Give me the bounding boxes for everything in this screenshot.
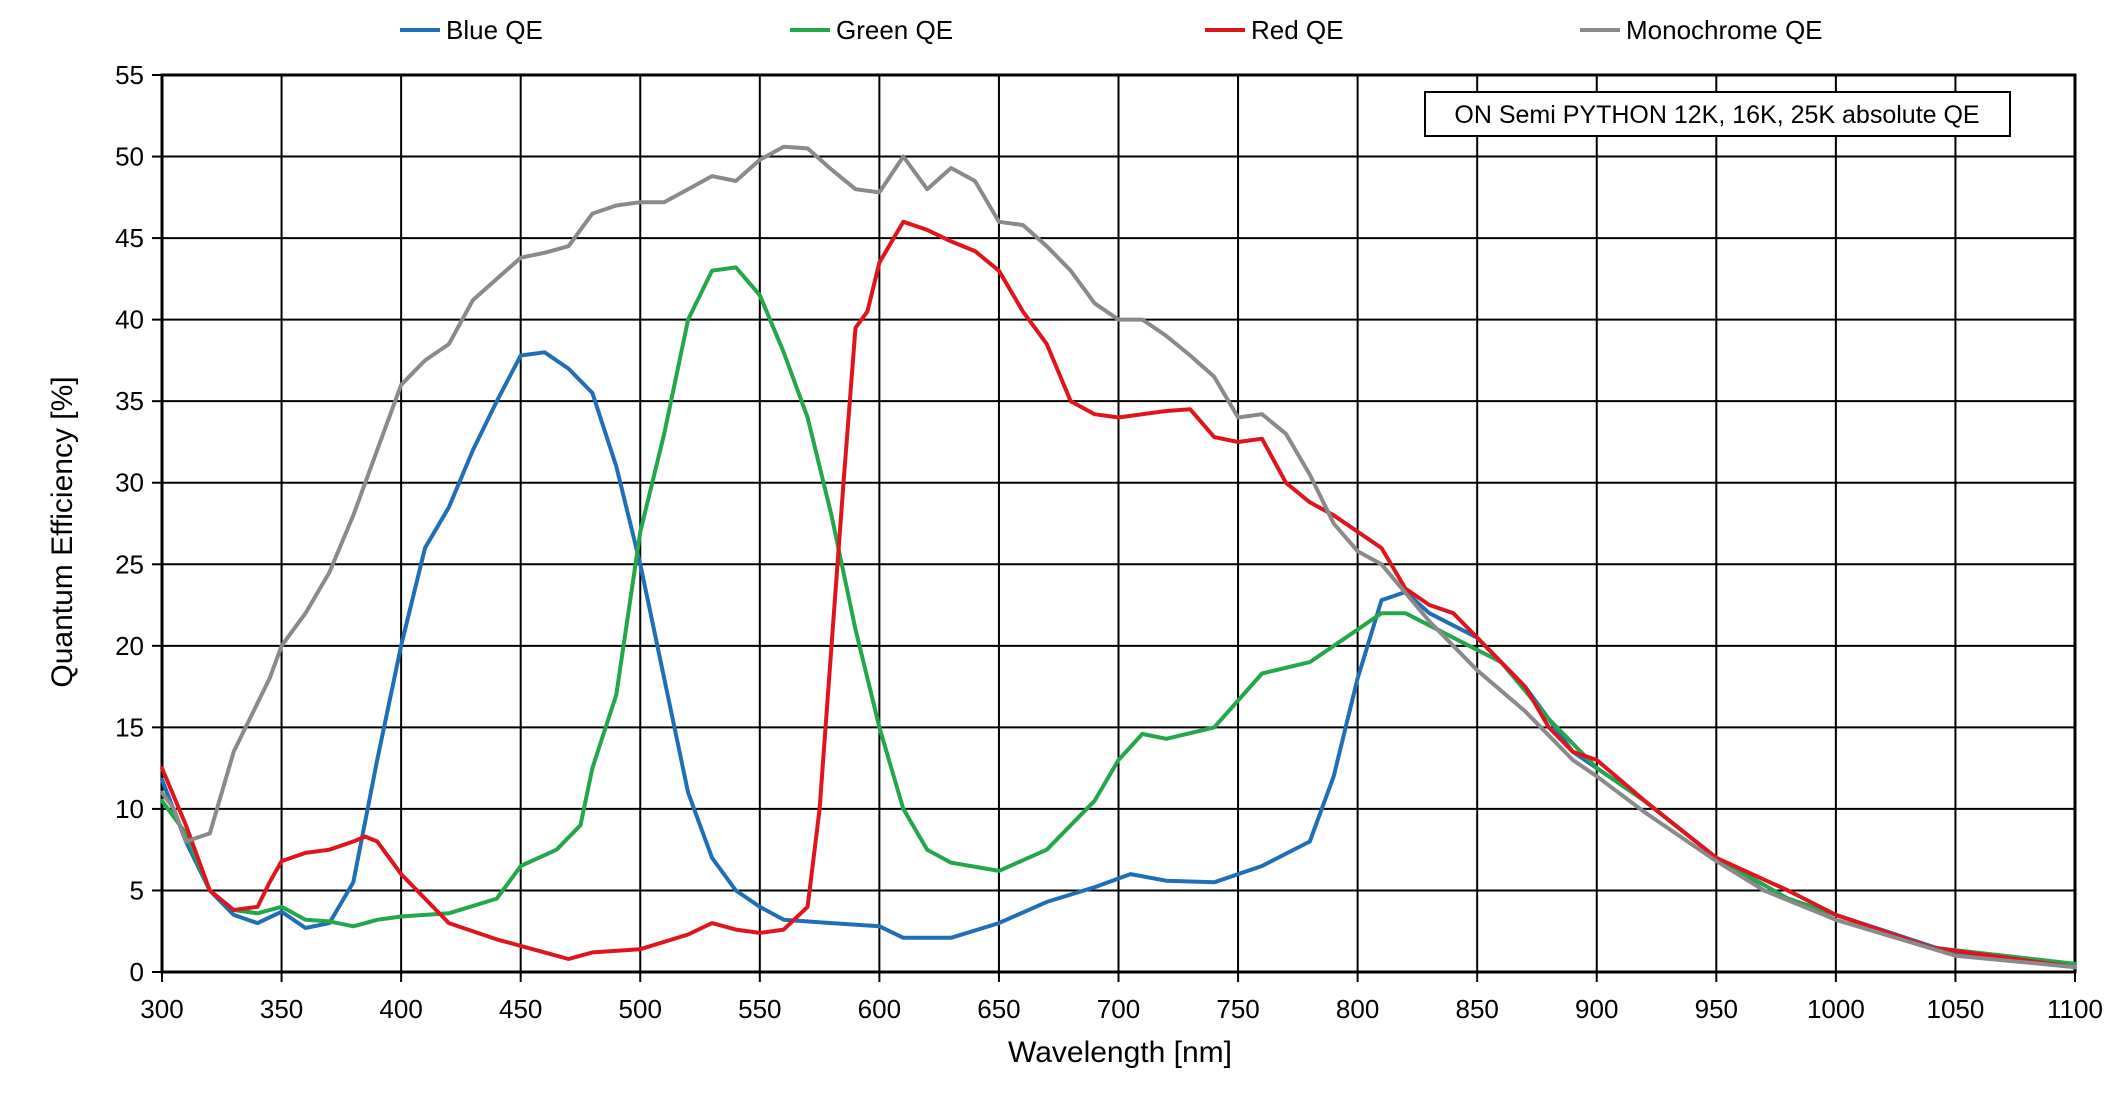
y-tick-labels: 0 5 10 15 20 25 30 35 40 45 50 55 xyxy=(115,60,144,987)
grid-lines xyxy=(161,74,2076,973)
y-tick-label: 40 xyxy=(115,305,144,335)
y-tick-label: 20 xyxy=(115,631,144,661)
x-tick-label: 900 xyxy=(1575,994,1618,1024)
legend-label-blue-qe: Blue QE xyxy=(446,15,543,45)
series-layer xyxy=(160,144,2077,970)
x-tick-label: 400 xyxy=(379,994,422,1024)
y-tick-label: 0 xyxy=(130,957,144,987)
series-line-red-qe xyxy=(160,219,2077,970)
legend: Blue QE Green QE Red QE Monochrome QE xyxy=(400,15,1823,45)
x-tick-label: 600 xyxy=(858,994,901,1024)
y-tick-label: 15 xyxy=(115,712,144,742)
x-tick-label: 550 xyxy=(738,994,781,1024)
x-tick-label: 750 xyxy=(1216,994,1259,1024)
x-tick-label: 950 xyxy=(1695,994,1738,1024)
x-tick-label: 1050 xyxy=(1927,994,1985,1024)
x-tick-label: 700 xyxy=(1097,994,1140,1024)
annotation-frame xyxy=(1424,91,2011,137)
series-line-monochrome-qe xyxy=(160,144,2077,970)
x-tick-label: 850 xyxy=(1455,994,1498,1024)
legend-label-monochrome-qe: Monochrome QE xyxy=(1626,15,1823,45)
x-tick-label: 500 xyxy=(619,994,662,1024)
x-tick-label: 300 xyxy=(140,994,183,1024)
legend-label-green-qe: Green QE xyxy=(836,15,953,45)
plot-frame xyxy=(152,73,2077,982)
y-axis-title: Quantum Efficiency [%] xyxy=(46,376,79,687)
y-tick-label: 5 xyxy=(130,875,144,905)
legend-label-red-qe: Red QE xyxy=(1251,15,1344,45)
x-tick-label: 1100 xyxy=(2047,994,2103,1024)
x-tick-label: 650 xyxy=(977,994,1020,1024)
x-tick-label: 350 xyxy=(260,994,303,1024)
x-tick-label: 450 xyxy=(499,994,542,1024)
y-tick-label: 50 xyxy=(115,142,144,172)
x-tick-labels: 300 350 400 450 500 550 600 650 700 750 800 850 900 9… xyxy=(140,994,2103,1024)
y-tick-label: 45 xyxy=(115,223,144,253)
annotation-text: ON Semi PYTHON 12K, 16K, 25K absolute QE xyxy=(1454,101,1979,129)
x-tick-label: 800 xyxy=(1336,994,1379,1024)
y-tick-label: 30 xyxy=(115,468,144,498)
x-axis-title: Wavelength [nm] xyxy=(1008,1036,1232,1069)
annotation-box: ON Semi PYTHON 12K, 16K, 25K absolute QE xyxy=(1424,91,2011,137)
y-tick-label: 10 xyxy=(115,794,144,824)
x-tick-label: 1000 xyxy=(1807,994,1865,1024)
y-tick-label: 35 xyxy=(115,386,144,416)
series-line-green-qe xyxy=(160,265,2077,966)
y-tick-label: 55 xyxy=(115,60,144,90)
y-tick-label: 25 xyxy=(115,549,144,579)
